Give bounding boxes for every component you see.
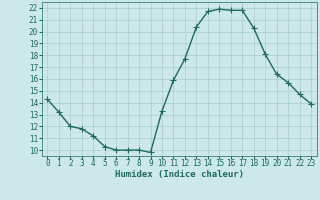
X-axis label: Humidex (Indice chaleur): Humidex (Indice chaleur) — [115, 170, 244, 179]
